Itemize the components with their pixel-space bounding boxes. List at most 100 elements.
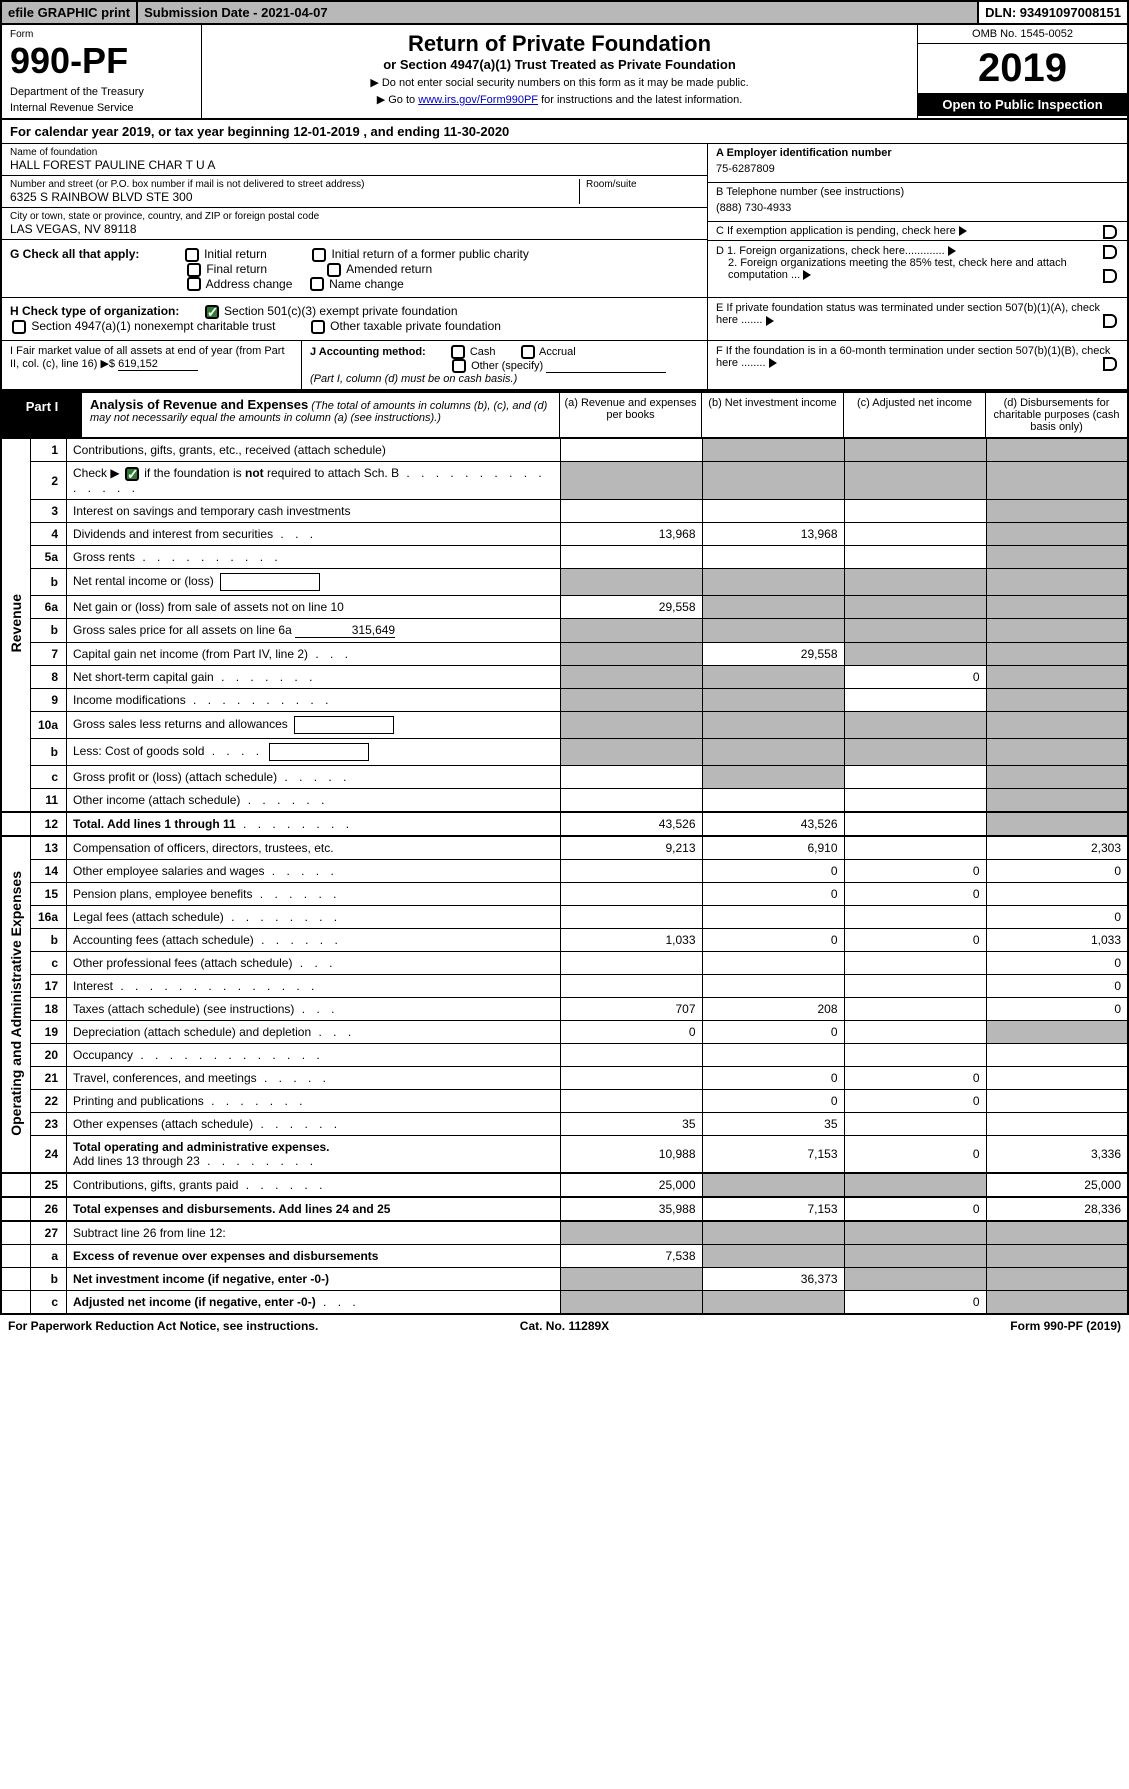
dln-label: DLN: 93491097008151 [979,2,1127,23]
table-row: cAdjusted net income (if negative, enter… [1,1290,1128,1314]
e-checkbox[interactable] [1103,314,1117,328]
efile-button[interactable]: efile GRAPHIC print [2,2,138,23]
tax-year: 2019 [918,44,1127,93]
col-a-header: (a) Revenue and expenses per books [559,393,701,437]
form-subtitle: or Section 4947(a)(1) Trust Treated as P… [208,57,911,72]
table-row: 16aLegal fees (attach schedule) . . . . … [1,905,1128,928]
omb-number: OMB No. 1545-0052 [918,25,1127,44]
table-row: bNet rental income or (loss) [1,568,1128,595]
d1-checkbox[interactable] [1103,245,1117,259]
col-d-header: (d) Disbursements for charitable purpose… [985,393,1127,437]
final-return-checkbox[interactable] [187,263,201,277]
rental-input[interactable] [220,573,320,591]
table-row: 17Interest . . . . . . . . . . . . . .0 [1,974,1128,997]
cash-checkbox[interactable] [451,345,465,359]
h1-checkbox[interactable] [205,305,219,319]
form-label: Form [10,29,193,40]
table-row: 10aGross sales less returns and allowanc… [1,711,1128,738]
paperwork-notice: For Paperwork Reduction Act Notice, see … [8,1319,379,1333]
h2-checkbox[interactable] [12,320,26,334]
col-b-header: (b) Net investment income [701,393,843,437]
calendar-year-line: For calendar year 2019, or tax year begi… [0,120,1129,144]
schb-checkbox[interactable] [125,467,139,481]
table-row: 15Pension plans, employee benefits . . .… [1,882,1128,905]
irs-link[interactable]: www.irs.gov/Form990PF [418,94,538,106]
table-row: 12Total. Add lines 1 through 11 . . . . … [1,812,1128,836]
page-footer: For Paperwork Reduction Act Notice, see … [0,1315,1129,1337]
other-checkbox[interactable] [452,359,466,373]
table-row: 27Subtract line 26 from line 12: [1,1221,1128,1245]
table-row: 26Total expenses and disbursements. Add … [1,1197,1128,1221]
ssn-note: ▶ Do not enter social security numbers o… [208,76,911,89]
table-row: Revenue 1Contributions, gifts, grants, e… [1,439,1128,462]
ein-cell: A Employer identification number 75-6287… [708,144,1127,183]
form-title-block: Return of Private Foundation or Section … [202,25,917,118]
fmv-value: 619,152 [118,358,198,371]
table-row: 21Travel, conferences, and meetings . . … [1,1066,1128,1089]
foundation-name-cell: Name of foundation HALL FOREST PAULINE C… [2,144,707,176]
table-row: 5aGross rents . . . . . . . . . . [1,545,1128,568]
table-row: 3Interest on savings and temporary cash … [1,499,1128,522]
arrow-icon [803,270,811,280]
table-row: bAccounting fees (attach schedule) . . .… [1,928,1128,951]
irs-label: Internal Revenue Service [10,102,193,114]
table-row: aExcess of revenue over expenses and dis… [1,1244,1128,1267]
table-row: 25Contributions, gifts, grants paid . . … [1,1173,1128,1197]
table-row: 19Depreciation (attach schedule) and dep… [1,1020,1128,1043]
table-row: bNet investment income (if negative, ent… [1,1267,1128,1290]
table-row: cGross profit or (loss) (attach schedule… [1,765,1128,788]
cat-number: Cat. No. 11289X [379,1319,750,1333]
table-row: 24Total operating and administrative exp… [1,1135,1128,1173]
foundation-info: Name of foundation HALL FOREST PAULINE C… [0,144,1129,241]
cogs-input[interactable] [269,743,369,761]
form-number: 990-PF [10,40,193,82]
amended-checkbox[interactable] [327,263,341,277]
submission-date: Submission Date - 2021-04-07 [138,2,979,23]
h3-checkbox[interactable] [311,320,325,334]
address-cell: Number and street (or P.O. box number if… [2,176,707,208]
table-row: 8Net short-term capital gain . . . . . .… [1,665,1128,688]
year-block: OMB No. 1545-0052 2019 Open to Public In… [917,25,1127,118]
table-row: 4Dividends and interest from securities … [1,522,1128,545]
table-row: 7Capital gain net income (from Part IV, … [1,642,1128,665]
table-row: 6aNet gain or (loss) from sale of assets… [1,595,1128,618]
d2-checkbox[interactable] [1103,269,1117,283]
initial-former-checkbox[interactable] [312,248,326,262]
table-row: 20Occupancy . . . . . . . . . . . . . [1,1043,1128,1066]
form-title: Return of Private Foundation [208,31,911,57]
part-label: Part I [2,393,82,437]
top-bar: efile GRAPHIC print Submission Date - 20… [0,0,1129,25]
initial-return-checkbox[interactable] [185,248,199,262]
arrow-icon [948,246,956,256]
exemption-cell: C If exemption application is pending, c… [708,222,1127,241]
gross-sales-input[interactable] [294,716,394,734]
part-description: Analysis of Revenue and Expenses (The to… [82,393,559,437]
table-row: bGross sales price for all assets on lin… [1,618,1128,642]
col-c-header: (c) Adjusted net income [843,393,985,437]
arrow-icon [959,226,967,236]
phone-cell: B Telephone number (see instructions) (8… [708,183,1127,222]
form-header: Form 990-PF Department of the Treasury I… [0,25,1129,120]
name-change-checkbox[interactable] [310,277,324,291]
table-row: cOther professional fees (attach schedul… [1,951,1128,974]
address-change-checkbox[interactable] [187,277,201,291]
arrow-icon [766,316,774,326]
dept-label: Department of the Treasury [10,86,193,98]
form-ref: Form 990-PF (2019) [750,1319,1121,1333]
accrual-checkbox[interactable] [521,345,535,359]
table-row: 22Printing and publications . . . . . . … [1,1089,1128,1112]
exemption-checkbox[interactable] [1103,225,1117,239]
part1-header: Part I Analysis of Revenue and Expenses … [0,391,1129,439]
f-checkbox[interactable] [1103,357,1117,371]
table-row: 14Other employee salaries and wages . . … [1,859,1128,882]
table-row: 9Income modifications . . . . . . . . . … [1,688,1128,711]
form-container: efile GRAPHIC print Submission Date - 20… [0,0,1129,1337]
revenue-expense-table: Revenue 1Contributions, gifts, grants, e… [0,439,1129,1315]
table-row: 23Other expenses (attach schedule) . . .… [1,1112,1128,1135]
table-row: 18Taxes (attach schedule) (see instructi… [1,997,1128,1020]
h-check-row: H Check type of organization: Section 50… [0,298,1129,341]
form-number-block: Form 990-PF Department of the Treasury I… [2,25,202,118]
open-public-label: Open to Public Inspection [918,93,1127,116]
g-check-row: G Check all that apply: Initial return I… [0,241,1129,298]
table-row: 2Check ▶ if the foundation is not requir… [1,462,1128,500]
